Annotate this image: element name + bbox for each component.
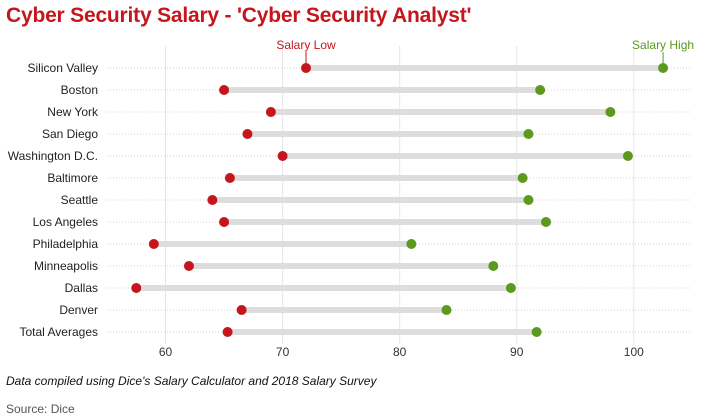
salary-high-point: [523, 129, 534, 139]
salary-low-point: [207, 195, 218, 205]
salary-high-point: [517, 173, 528, 183]
x-tick-label: 90: [510, 345, 524, 359]
category-label: San Diego: [42, 127, 98, 141]
category-label: Los Angeles: [33, 215, 98, 229]
x-tick-label: 70: [276, 345, 290, 359]
salary-high-annotation: Salary High: [632, 38, 694, 52]
category-label: Philadelphia: [33, 237, 99, 251]
salary-high-point: [523, 195, 534, 205]
salary-low-point: [224, 173, 235, 183]
salary-high-point: [441, 305, 452, 315]
salary-low-point: [183, 261, 194, 271]
category-label: Denver: [59, 303, 98, 317]
source-credit: Source: Dice: [6, 402, 75, 416]
salary-high-point: [531, 327, 542, 337]
x-tick-label: 60: [159, 345, 173, 359]
x-tick-label: 100: [624, 345, 644, 359]
category-label: Silicon Valley: [28, 61, 98, 75]
category-label: Seattle: [61, 193, 99, 207]
salary-high-point: [622, 151, 633, 161]
dumbbell-chart: 60 70 80 90 100 Silicon Valley Boston New York S…: [8, 38, 694, 359]
category-label: Boston: [61, 83, 98, 97]
salary-high-point: [541, 217, 552, 227]
category-label: Minneapolis: [34, 259, 98, 273]
category-label: New York: [47, 105, 99, 119]
salary-low-point: [277, 151, 288, 161]
data-note: Data compiled using Dice's Salary Calcul…: [6, 374, 377, 388]
salary-low-point: [219, 85, 230, 95]
salary-low-point: [219, 217, 230, 227]
salary-high-point: [505, 283, 516, 293]
salary-high-point: [406, 239, 417, 249]
salary-low-point: [131, 283, 142, 293]
category-label: Total Averages: [20, 325, 99, 339]
salary-low-point: [265, 107, 276, 117]
salary-low-point: [236, 305, 247, 315]
category-label: Baltimore: [47, 171, 98, 185]
x-tick-label: 80: [393, 345, 407, 359]
salary-high-point: [658, 63, 669, 73]
salary-high-point: [488, 261, 499, 271]
chart-title: Cyber Security Salary - 'Cyber Security …: [6, 4, 472, 27]
salary-low-point: [301, 63, 312, 73]
category-label: Dallas: [65, 281, 98, 295]
salary-low-annotation: Salary Low: [276, 38, 336, 52]
salary-high-point: [535, 85, 546, 95]
salary-low-point: [222, 327, 233, 337]
category-label: Washington D.C.: [8, 149, 98, 163]
salary-low-point: [148, 239, 159, 249]
salary-high-point: [605, 107, 616, 117]
salary-low-point: [242, 129, 253, 139]
